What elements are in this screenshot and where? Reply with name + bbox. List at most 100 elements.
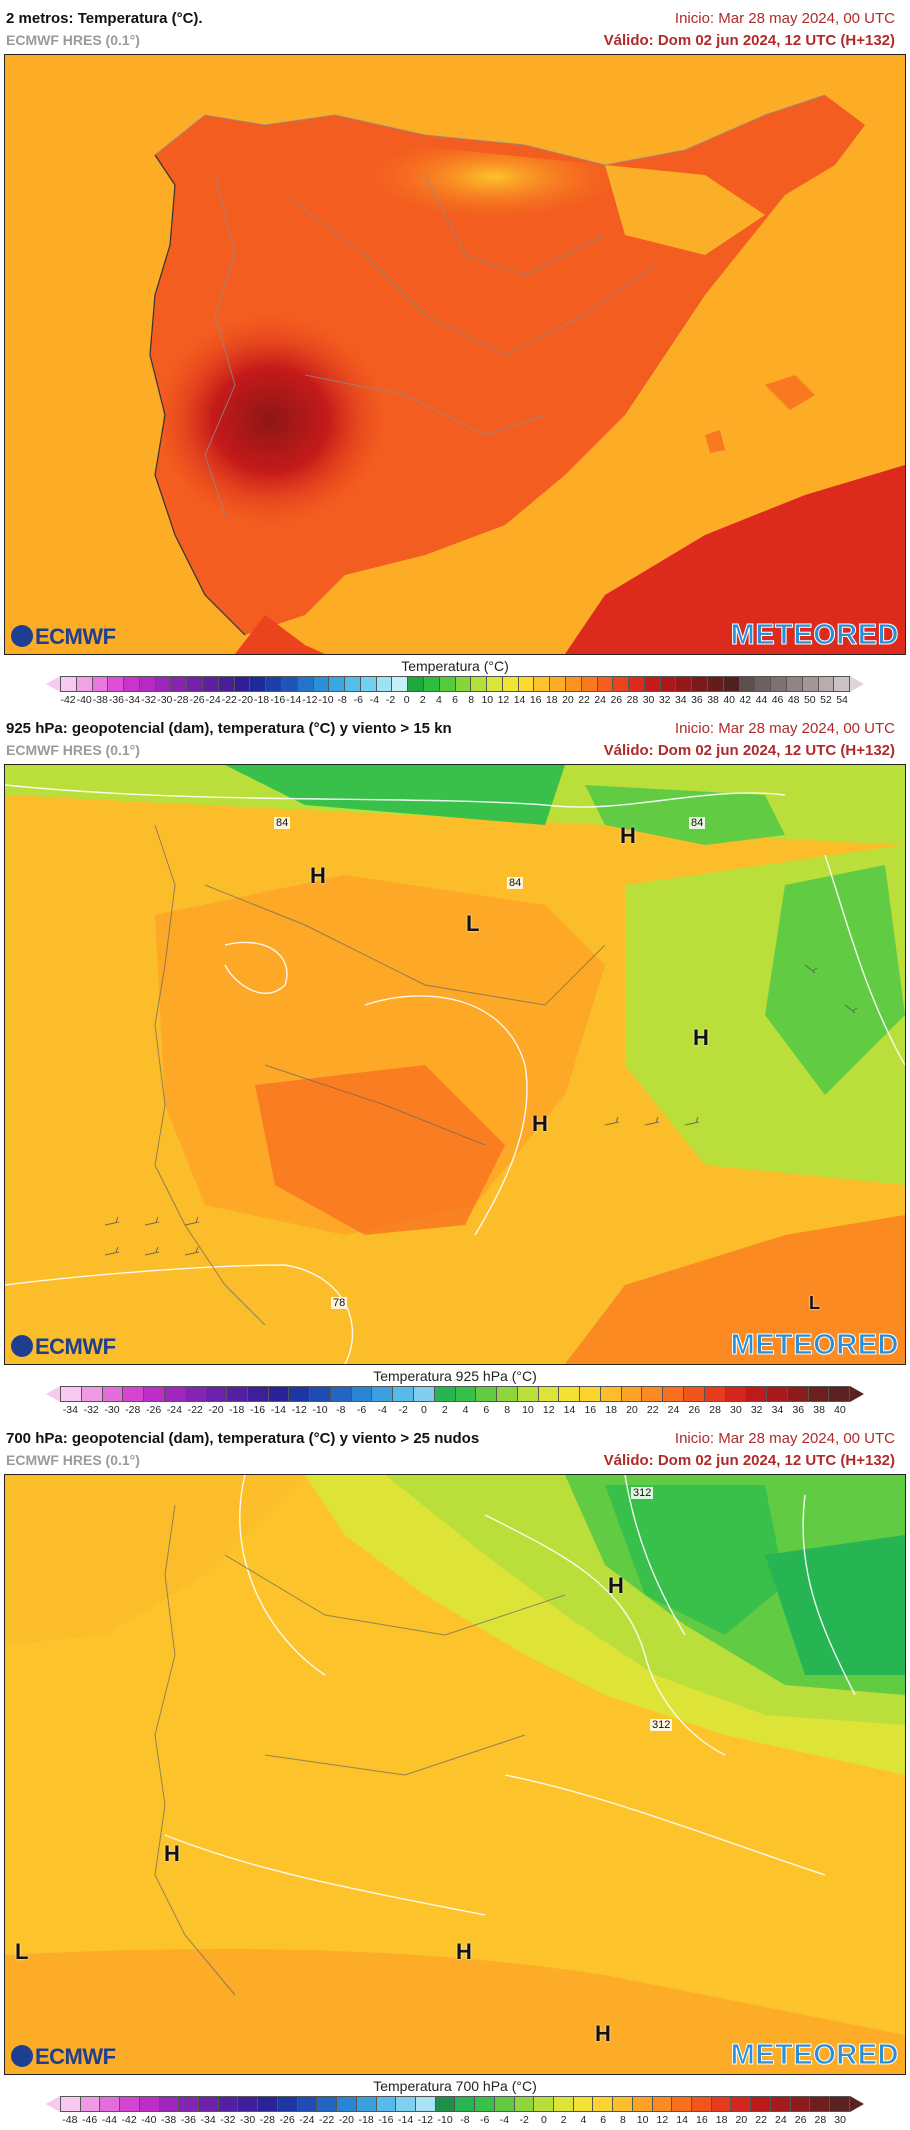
- meteored-logo: METEORED: [730, 1329, 899, 1362]
- legend-swatch: [107, 676, 124, 692]
- legend-tick-label: -28: [125, 1404, 141, 1416]
- legend-arrow-left: [46, 1386, 60, 1402]
- legend-tick-label: -18: [358, 2114, 374, 2126]
- legend-tick-label: 12: [542, 1404, 555, 1416]
- legend-tick-label: -36: [108, 694, 125, 706]
- legend-swatch: [785, 676, 802, 692]
- legend-tick-label: -4: [499, 2114, 510, 2126]
- legend-swatch: [138, 2096, 159, 2112]
- legend-swatch: [99, 2096, 120, 2112]
- legend-swatch: [643, 676, 660, 692]
- legend-tick-label: 26: [688, 1404, 701, 1416]
- legend-swatch: [533, 676, 550, 692]
- legend-tick-label: 12: [656, 2114, 669, 2126]
- temperature-legend: Temperatura (°C) -42 -40 -38 -36 -34 -32 -30 -2…: [0, 658, 910, 710]
- legend-tick-label: 16: [584, 1404, 597, 1416]
- legend-swatch: [267, 1386, 289, 1402]
- legend-tick-label: -46: [82, 2114, 98, 2126]
- legend-swatch: [205, 1386, 227, 1402]
- legend-title: Temperatura 700 hPa (°C): [373, 2078, 537, 2094]
- legend-swatch: [138, 676, 155, 692]
- legend-swatch: [246, 1386, 268, 1402]
- legend-swatch: [707, 676, 723, 692]
- legend-tick-label: 16: [696, 2114, 708, 2126]
- legend-swatch: [572, 2096, 593, 2112]
- legend-tick-label: 22: [646, 1404, 659, 1416]
- legend-swatch: [475, 1386, 497, 1402]
- legend-arrow-right: [850, 1386, 864, 1402]
- legend-tick-label: 28: [709, 1404, 721, 1416]
- legend-tick-label: -12: [291, 1404, 307, 1416]
- legend-swatch: [359, 676, 376, 692]
- legend-swatch: [392, 1386, 414, 1402]
- legend-tick-label: 28: [814, 2114, 827, 2126]
- legend-tick-label: 48: [787, 694, 800, 706]
- legend-tick-label: 34: [674, 694, 687, 706]
- legend-swatch: [730, 2096, 751, 2112]
- isohypse-label: 312: [631, 1487, 654, 1499]
- legend-swatch: [612, 2096, 632, 2112]
- legend-tick-label: 24: [594, 694, 607, 706]
- legend-swatch: [596, 676, 613, 692]
- temperature-map[interactable]: ECMWF METEORED: [4, 54, 906, 655]
- legend-tick-label: 20: [626, 1404, 638, 1416]
- legend-tick-label: -32: [220, 2114, 236, 2126]
- legend-swatch: [537, 1386, 559, 1402]
- high-pressure-label: H: [164, 1841, 180, 1866]
- legend-arrow-right: [850, 676, 864, 692]
- legend-tick-label: -40: [76, 694, 92, 706]
- legend-tick-label: -4: [369, 694, 380, 706]
- legend-tick-label: -48: [62, 2114, 78, 2126]
- low-pressure-label: L: [15, 1939, 29, 1964]
- meteored-logo: METEORED: [730, 2039, 899, 2072]
- legend-tick-label: 20: [735, 2114, 748, 2126]
- legend-swatch: [501, 676, 518, 692]
- legend-swatch: [198, 2096, 218, 2112]
- legend-tick-label: 4: [436, 694, 442, 706]
- legend-tick-label: -4: [377, 1404, 388, 1416]
- legend-swatch: [565, 676, 581, 692]
- high-pressure-label: H: [595, 2021, 611, 2046]
- legend-swatch: [434, 2096, 455, 2112]
- legend-swatch: [217, 676, 234, 692]
- legend-tick-label: -34: [124, 694, 141, 706]
- legend-tick-label: -22: [187, 1404, 203, 1416]
- legend-swatch: [807, 1386, 829, 1402]
- legend-tick-label: 54: [836, 694, 848, 706]
- legend-tick-label: -24: [166, 1404, 182, 1416]
- temperature-700-legend: Temperatura 700 hPa (°C) -48 -46 -44 -42 -40…: [0, 2078, 910, 2130]
- legend-tick-label: 44: [755, 694, 768, 706]
- panel-title: 2 metros: Temperatura (°C).: [6, 10, 203, 27]
- legend-tick-label: -20: [237, 694, 254, 706]
- legend-tick-label: 4: [462, 1404, 469, 1416]
- legend-tick-label: -10: [437, 2114, 453, 2126]
- legend-colorbar: [60, 2096, 850, 2112]
- legend-swatch: [119, 2096, 139, 2112]
- legend-tick-label: -6: [353, 694, 363, 706]
- 925hpa-map[interactable]: H L H H H L 84 84 84 78 ECMWF METEORED: [4, 764, 906, 1365]
- legend-tick-label: 28: [626, 694, 639, 706]
- legend-tick-label: -18: [253, 694, 270, 706]
- legend-swatch: [233, 676, 250, 692]
- legend-tick-label: -16: [378, 2114, 394, 2126]
- legend-tick-label: -28: [259, 2114, 275, 2126]
- legend-swatch: [828, 1386, 851, 1402]
- 700hpa-map[interactable]: H H L H H 312 312 ECMWF METEORED: [4, 1474, 906, 2075]
- legend-swatch: [350, 1386, 372, 1402]
- legend-tick-label: 40: [723, 694, 736, 706]
- legend-swatch: [612, 676, 629, 692]
- legend-swatch: [391, 676, 408, 692]
- legend-swatch: [375, 2096, 396, 2112]
- panel-header: 2 metros: Temperatura (°C). ECMWF HRES (…: [0, 0, 910, 50]
- legend-swatch: [329, 1386, 351, 1402]
- legend-swatch: [517, 676, 534, 692]
- init-time: Inicio: Mar 28 may 2024, 00 UTC: [674, 1430, 895, 1447]
- legend-swatch: [682, 1386, 704, 1402]
- legend-arrow-right: [850, 2096, 864, 2112]
- legend-tick-label: 18: [605, 1404, 617, 1416]
- legend-tick-label: 0: [403, 694, 410, 706]
- legend-tick-label: -38: [161, 2114, 177, 2126]
- legend-swatch: [296, 676, 313, 692]
- legend-ticks: -34 -32 -30 -28 -26 -24 -22 -20 -18 -16 -14 -12 -10-…: [60, 1404, 850, 1416]
- legend-swatch: [454, 676, 471, 692]
